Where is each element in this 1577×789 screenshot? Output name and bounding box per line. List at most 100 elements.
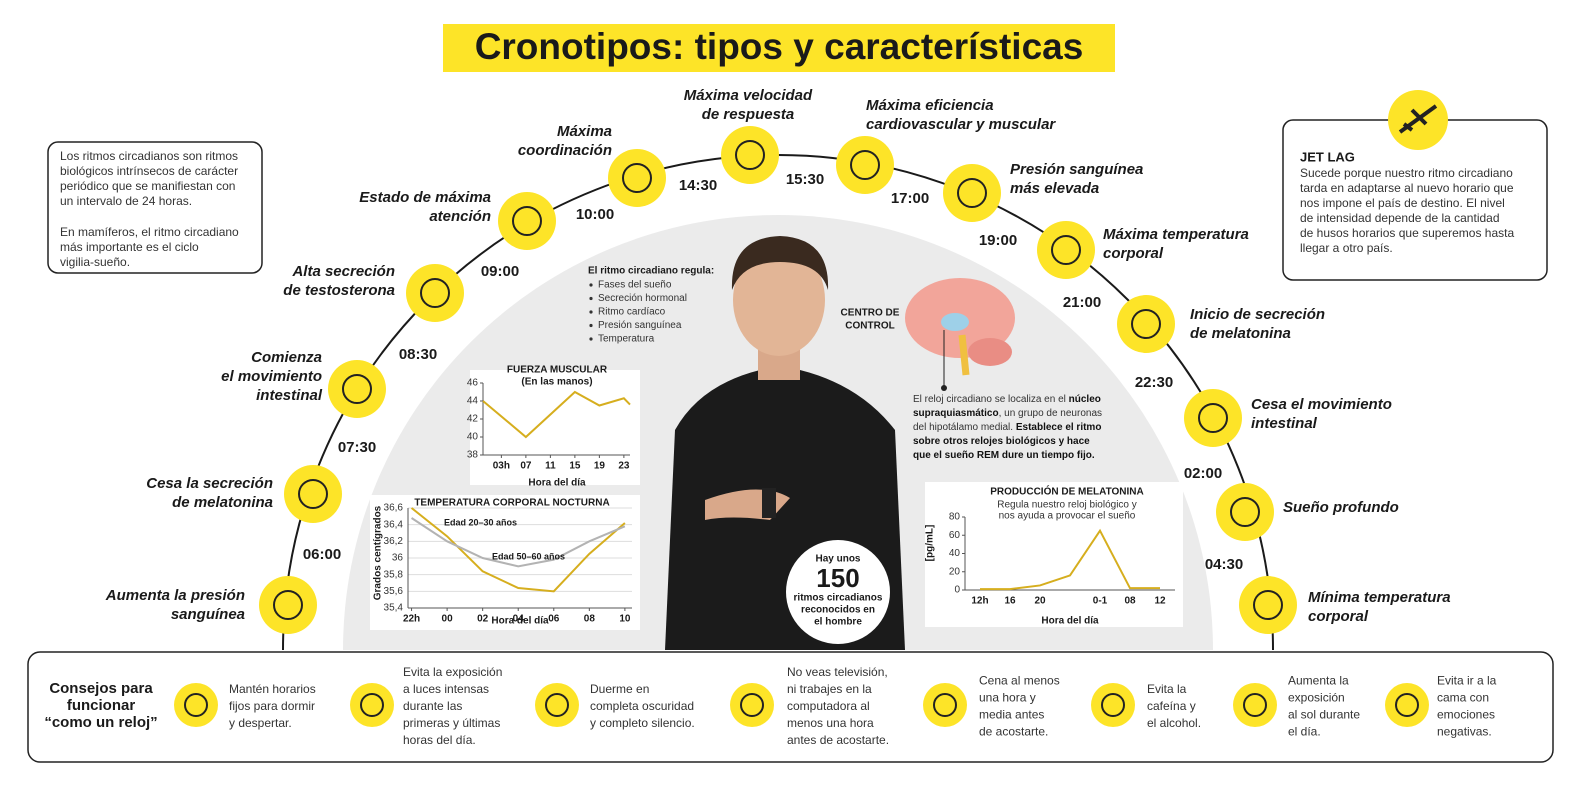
tips-heading: funcionar xyxy=(67,697,135,714)
time-label: 02:00 xyxy=(1184,465,1222,482)
event-glyph xyxy=(298,479,328,509)
tip-glyph xyxy=(360,693,384,717)
stat-number: 150 xyxy=(816,563,859,593)
tip-line: media antes xyxy=(979,708,1044,722)
control-line: sobre otros relojes biológicos y hace xyxy=(913,436,1090,447)
y-tick-label: 60 xyxy=(949,530,961,541)
y-tick-label: 0 xyxy=(954,585,960,596)
control-line: supraquiasmático, un grupo de neuronas xyxy=(913,408,1102,419)
x-tick-label: 0-1 xyxy=(1093,596,1108,607)
chart-title: PRODUCCIÓN DE MELATONINA xyxy=(990,485,1144,498)
event-icon xyxy=(721,126,779,184)
control-seg: núcleo xyxy=(1069,394,1101,405)
brainstem xyxy=(958,334,970,376)
y-tick-label: 38 xyxy=(467,450,479,461)
x-tick-label: 10 xyxy=(619,614,631,625)
stat-text: el hombre xyxy=(814,617,862,628)
event-icon xyxy=(1037,221,1095,279)
event-icon xyxy=(328,360,386,418)
chart-subtitle: Regula nuestro reloj biológico y xyxy=(997,500,1137,511)
tip-line: negativas. xyxy=(1437,725,1492,739)
event-label: Inicio de secreción xyxy=(1190,306,1325,323)
event-icon xyxy=(1117,295,1175,353)
time-label: 22:30 xyxy=(1135,374,1173,391)
time-label: 10:00 xyxy=(576,206,614,223)
event-label: Máxima xyxy=(557,123,612,140)
time-label: 19:00 xyxy=(979,232,1017,249)
bullet xyxy=(589,337,593,341)
bullet xyxy=(589,323,593,328)
event-label: Máxima eficiencia xyxy=(866,97,994,114)
control-seg: , un grupo de neuronas xyxy=(999,408,1102,419)
y-tick-label: 35,6 xyxy=(384,586,404,597)
tip-line: el alcohol. xyxy=(1147,716,1201,730)
event-glyph xyxy=(1051,235,1081,265)
event-icon xyxy=(1239,576,1297,634)
tip-line: al sol durante xyxy=(1288,708,1360,722)
y-tick-label: 42 xyxy=(467,414,479,425)
time-label: 09:00 xyxy=(481,263,519,280)
event-label: de testosterona xyxy=(283,282,395,299)
data-line xyxy=(410,507,626,593)
x-tick-label: 06 xyxy=(548,614,560,625)
control-seg: Establece el ritmo xyxy=(1016,422,1102,433)
x-tick-label: 00 xyxy=(442,614,454,625)
event-label: cardiovascular y muscular xyxy=(866,116,1056,133)
event-icon xyxy=(836,136,894,194)
y-tick-label: 36,6 xyxy=(384,503,404,514)
tip-line: el día. xyxy=(1288,725,1321,739)
event-label: Cesa el movimiento xyxy=(1251,396,1392,413)
time-label: 15:30 xyxy=(786,171,824,188)
stat-text: reconocidos en xyxy=(801,605,875,616)
event-label: Estado de máxima xyxy=(359,189,491,206)
tip-line: Evita la exposición xyxy=(403,665,502,679)
intro-line: Los ritmos circadianos son ritmos xyxy=(60,149,238,163)
tip-line: Evita la xyxy=(1147,682,1187,696)
chart-subtitle: (En las manos) xyxy=(521,377,592,388)
tip-icon xyxy=(923,683,967,727)
control-seg: del hipotálamo medial. xyxy=(913,422,1016,433)
event-icon xyxy=(943,164,1001,222)
time-label: 21:00 xyxy=(1063,294,1101,311)
stat-top: Hay unos xyxy=(815,554,860,565)
tip-line: horas del día. xyxy=(403,733,476,747)
tip-line: Mantén horarios xyxy=(229,682,316,696)
tip-icon xyxy=(730,683,774,727)
tip-line: completa oscuridad xyxy=(590,699,694,713)
jetlag-title: JET LAG xyxy=(1300,149,1355,164)
tip-line: a luces intensas xyxy=(403,682,489,696)
tip-line: fijos para dormir xyxy=(229,699,315,713)
x-axis-label: Hora del día xyxy=(1041,616,1099,627)
x-tick-label: 08 xyxy=(1124,596,1136,607)
event-icon xyxy=(284,465,342,523)
tip-glyph xyxy=(740,693,764,717)
title: Cronotipos: tipos y características xyxy=(475,26,1084,67)
event-label: Sueño profundo xyxy=(1283,499,1399,516)
tip-line: No veas televisión, xyxy=(787,665,888,679)
y-tick-label: 36 xyxy=(392,553,404,564)
tip-glyph xyxy=(545,693,569,717)
intro-line: biológicos intrínsecos de carácter xyxy=(60,164,238,178)
x-tick-label: 22h xyxy=(403,614,420,625)
control-seg: El reloj circadiano se localiza en el xyxy=(913,394,1069,405)
event-label: de respuesta xyxy=(702,106,795,123)
tip-glyph xyxy=(1243,693,1267,717)
x-tick-label: 20 xyxy=(1034,596,1046,607)
intro-line: En mamíferos, el ritmo circadiano xyxy=(60,225,239,239)
event-glyph xyxy=(273,590,303,620)
hair xyxy=(731,236,829,290)
watch xyxy=(762,488,776,518)
y-tick-label: 44 xyxy=(467,396,479,407)
tip-glyph xyxy=(184,693,208,717)
x-tick-label: 02 xyxy=(477,614,489,625)
tips-heading: “como un reloj” xyxy=(44,714,157,731)
bullet xyxy=(589,296,593,301)
y-tick-label: 40 xyxy=(467,432,479,443)
tip-line: Duerme en xyxy=(590,682,649,696)
event-label: Máxima temperatura xyxy=(1103,226,1249,243)
tip-icon xyxy=(1233,683,1277,727)
y-tick-label: 80 xyxy=(949,512,961,523)
jetlag-line: tarda en adaptarse al nuevo horario que xyxy=(1300,181,1514,195)
data-line xyxy=(980,528,1160,591)
event-label: de melatonina xyxy=(172,494,273,511)
